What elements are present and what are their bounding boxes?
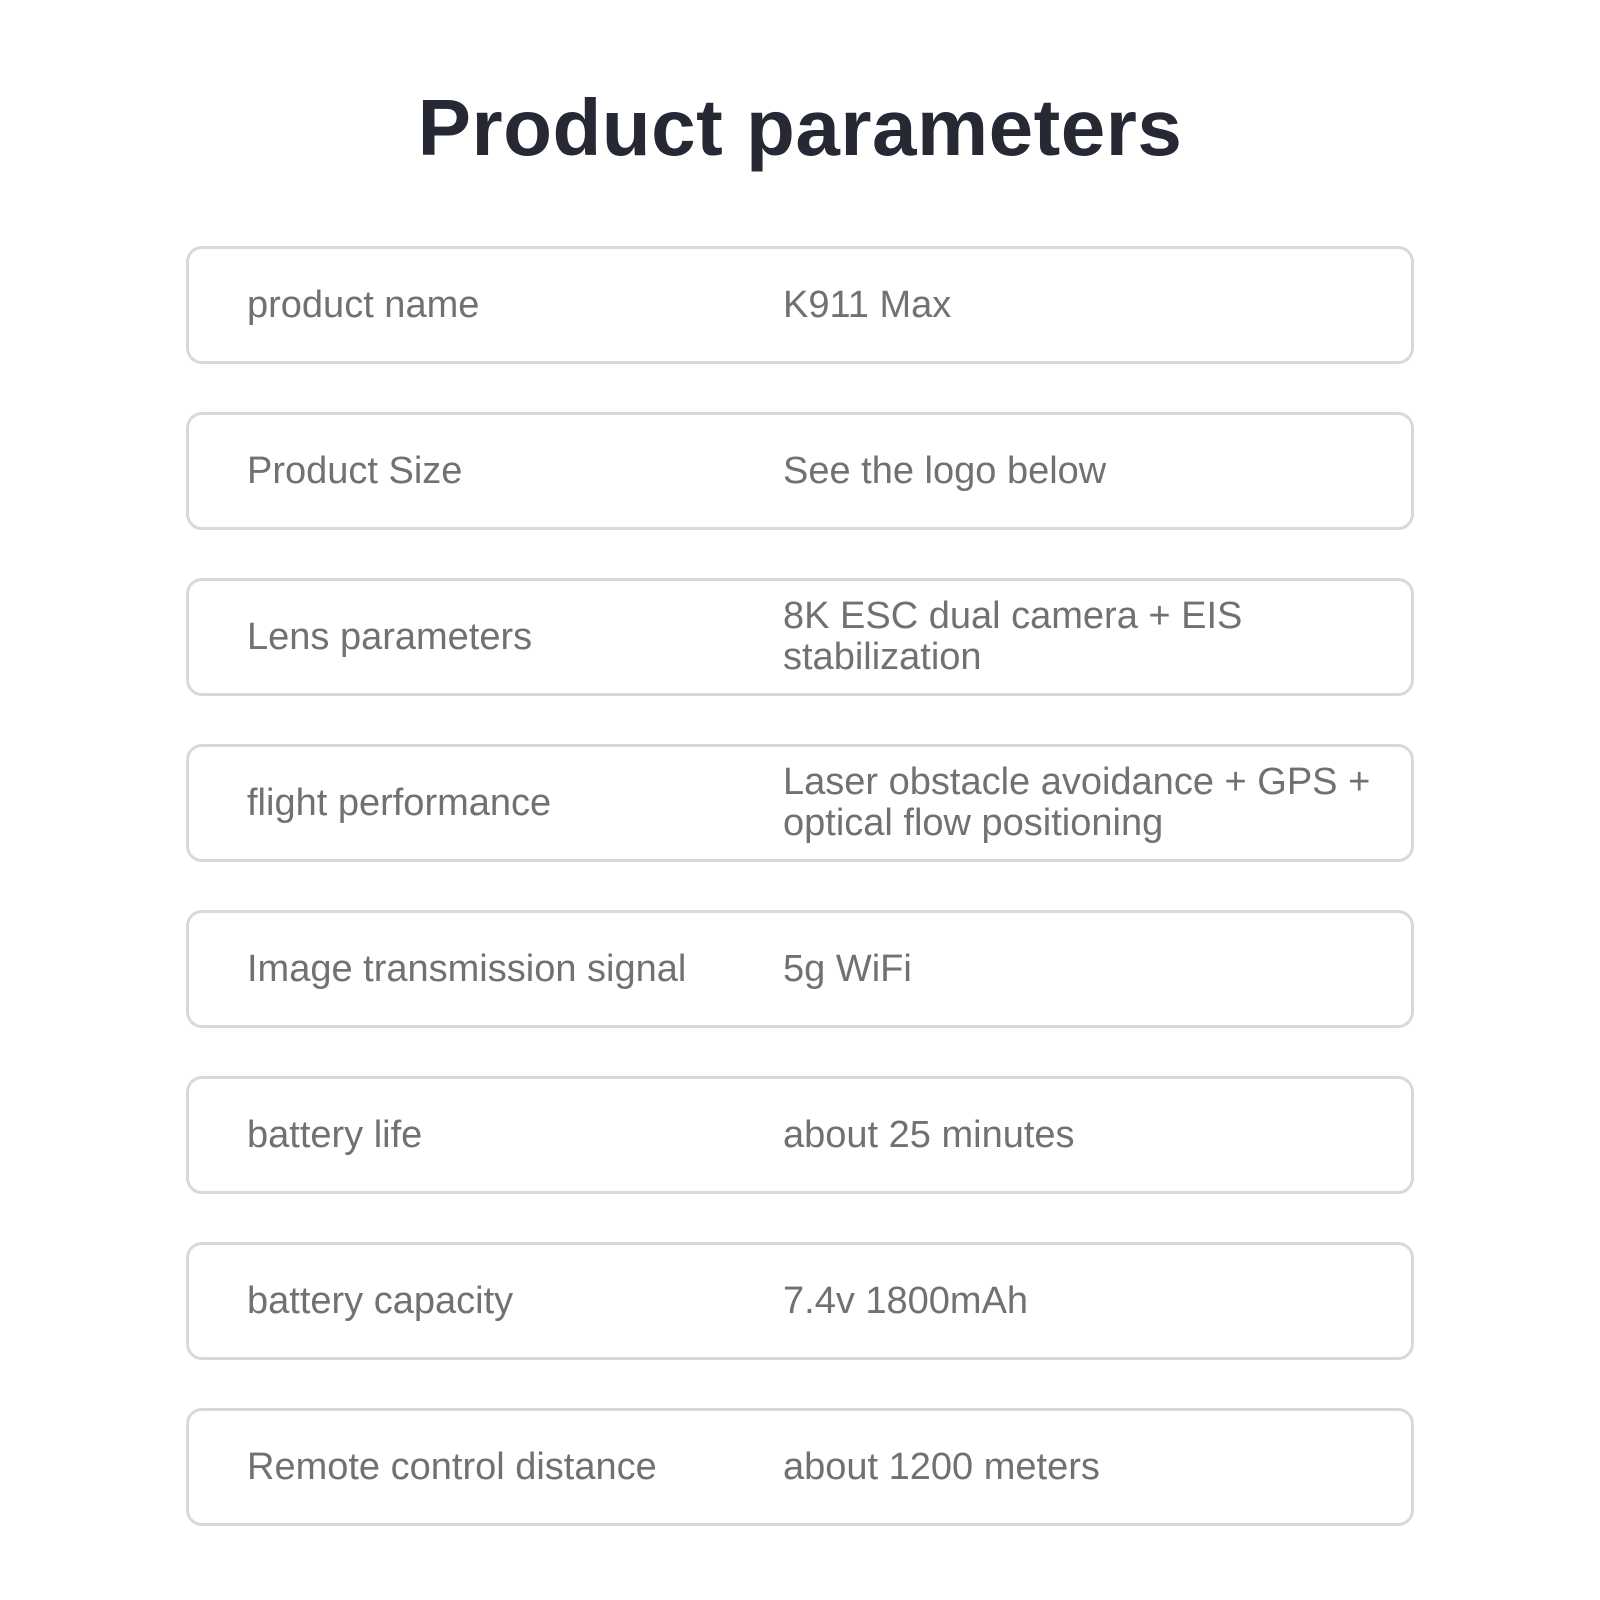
parameter-value: about 1200 meters [783,1445,1100,1488]
parameter-label: Image transmission signal [247,947,687,990]
parameter-label: flight performance [247,781,552,824]
parameter-row: battery life about 25 minutes [186,1076,1414,1194]
parameter-row: product name K911 Max [186,246,1414,364]
parameter-value: about 25 minutes [783,1113,1075,1156]
parameter-row: Remote control distance about 1200 meters [186,1408,1414,1526]
parameter-label: product name [247,283,480,326]
parameter-label: battery capacity [247,1279,514,1322]
parameter-row: Lens parameters 8K ESC dual camera + EIS … [186,578,1414,696]
parameter-label: Product Size [247,449,463,492]
parameter-row: battery capacity 7.4v 1800mAh [186,1242,1414,1360]
parameter-value: 5g WiFi [783,947,912,990]
parameter-row: flight performance Laser obstacle avoidan… [186,744,1414,862]
parameter-value: 8K ESC dual camera + EIS stabilization [783,595,1243,678]
parameter-label: Remote control distance [247,1445,657,1488]
parameter-value: K911 Max [783,283,952,326]
parameter-value: Laser obstacle avoidance + GPS + optical… [783,761,1371,844]
parameter-value: 7.4v 1800mAh [783,1279,1029,1322]
parameter-label: battery life [247,1113,423,1156]
parameter-row: Product Size See the logo below [186,412,1414,530]
parameter-value: See the logo below [783,449,1107,492]
parameter-label: Lens parameters [247,615,533,658]
parameter-row: Image transmission signal 5g WiFi [186,910,1414,1028]
page-title: Product parameters [417,83,1183,172]
